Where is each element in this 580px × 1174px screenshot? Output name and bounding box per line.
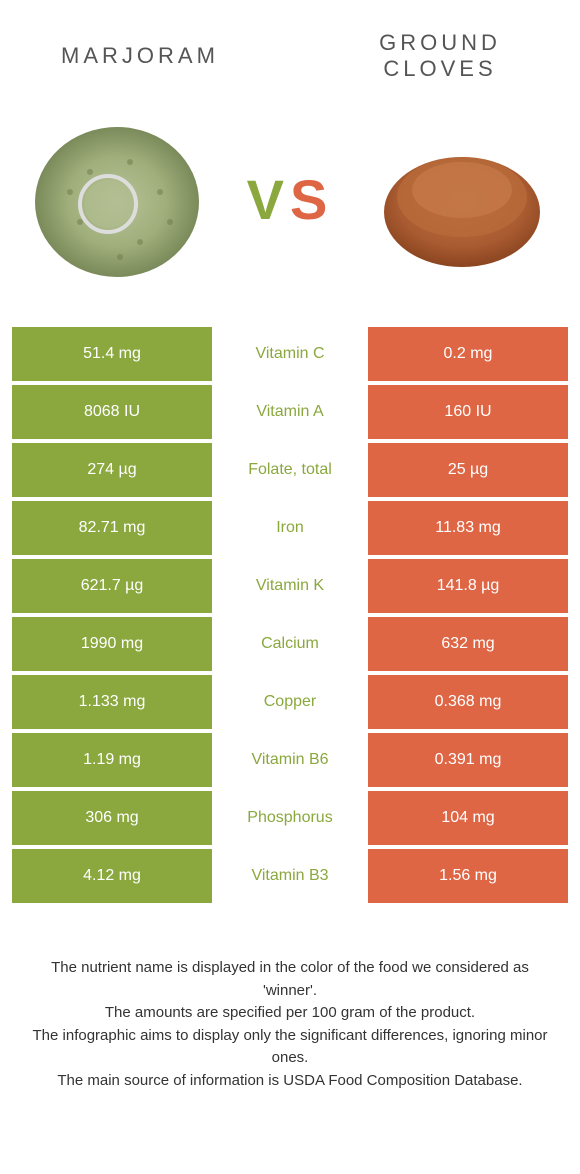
header: Marjoram Ground cloves (0, 0, 580, 92)
table-row: 8068 IUVitamin A160 IU (12, 385, 568, 439)
images-row: VS (0, 92, 580, 327)
table-row: 82.71 mgIron11.83 mg (12, 501, 568, 555)
footer-line-3: The infographic aims to display only the… (30, 1025, 550, 1070)
table-row: 51.4 mgVitamin C0.2 mg (12, 327, 568, 381)
footer-line-4: The main source of information is USDA F… (30, 1070, 550, 1093)
right-value: 0.2 mg (368, 327, 568, 381)
nutrient-label: Iron (212, 501, 368, 555)
right-value: 25 µg (368, 443, 568, 497)
right-food-title: Ground cloves (340, 30, 540, 82)
left-value: 306 mg (12, 791, 212, 845)
left-value: 4.12 mg (12, 849, 212, 903)
nutrient-label: Vitamin B6 (212, 733, 368, 787)
left-value: 51.4 mg (12, 327, 212, 381)
left-value: 8068 IU (12, 385, 212, 439)
table-row: 621.7 µgVitamin K141.8 µg (12, 559, 568, 613)
comparison-table: 51.4 mgVitamin C0.2 mg8068 IUVitamin A16… (0, 327, 580, 903)
nutrient-label: Phosphorus (212, 791, 368, 845)
nutrient-label: Copper (212, 675, 368, 729)
right-value: 160 IU (368, 385, 568, 439)
nutrient-label: Vitamin B3 (212, 849, 368, 903)
left-value: 1.19 mg (12, 733, 212, 787)
right-value: 1.56 mg (368, 849, 568, 903)
right-value: 632 mg (368, 617, 568, 671)
table-row: 1.133 mgCopper0.368 mg (12, 675, 568, 729)
right-value: 0.368 mg (368, 675, 568, 729)
right-value: 104 mg (368, 791, 568, 845)
left-value: 82.71 mg (12, 501, 212, 555)
nutrient-label: Vitamin C (212, 327, 368, 381)
table-row: 306 mgPhosphorus104 mg (12, 791, 568, 845)
footer-line-2: The amounts are specified per 100 gram o… (30, 1002, 550, 1025)
nutrient-label: Vitamin A (212, 385, 368, 439)
left-value: 621.7 µg (12, 559, 212, 613)
cloves-image (375, 112, 550, 287)
nutrient-label: Calcium (212, 617, 368, 671)
nutrient-label: Vitamin K (212, 559, 368, 613)
left-value: 1990 mg (12, 617, 212, 671)
footer-line-1: The nutrient name is displayed in the co… (30, 957, 550, 1002)
marjoram-image (30, 112, 205, 287)
left-food-title: Marjoram (40, 43, 240, 69)
vs-s: S (290, 168, 333, 231)
vs-v: V (247, 168, 290, 231)
nutrient-label: Folate, total (212, 443, 368, 497)
right-value: 0.391 mg (368, 733, 568, 787)
table-row: 1990 mgCalcium632 mg (12, 617, 568, 671)
left-value: 274 µg (12, 443, 212, 497)
vs-label: VS (247, 167, 334, 232)
table-row: 1.19 mgVitamin B60.391 mg (12, 733, 568, 787)
table-row: 4.12 mgVitamin B31.56 mg (12, 849, 568, 903)
right-value: 11.83 mg (368, 501, 568, 555)
table-row: 274 µgFolate, total25 µg (12, 443, 568, 497)
footer-notes: The nutrient name is displayed in the co… (0, 907, 580, 1092)
left-value: 1.133 mg (12, 675, 212, 729)
right-value: 141.8 µg (368, 559, 568, 613)
